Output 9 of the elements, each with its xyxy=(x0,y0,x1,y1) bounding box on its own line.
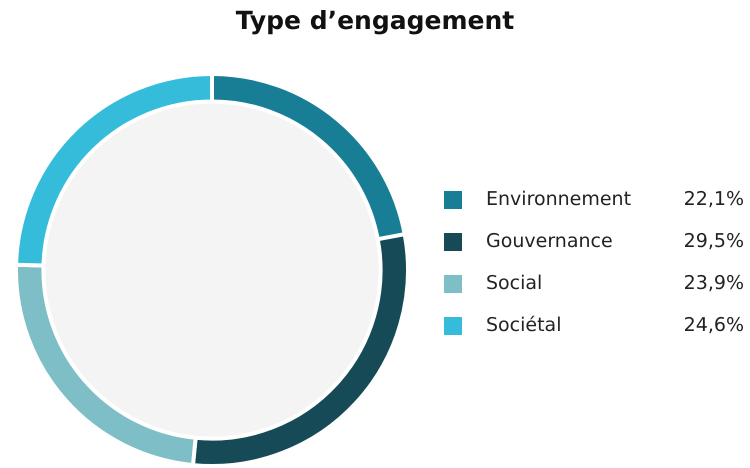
data-label: 29,5% xyxy=(684,230,744,252)
data-label: 24,6% xyxy=(684,314,744,336)
chart-title: Type d’engagement xyxy=(234,6,516,35)
data-label: 23,9% xyxy=(684,272,744,294)
legend-label: Social xyxy=(486,272,542,294)
data-label: 22,1% xyxy=(684,188,744,210)
legend-label: Environnement xyxy=(486,188,632,210)
legend-label: Sociétal xyxy=(486,314,562,336)
legend-label: Gouvernance xyxy=(486,230,613,252)
